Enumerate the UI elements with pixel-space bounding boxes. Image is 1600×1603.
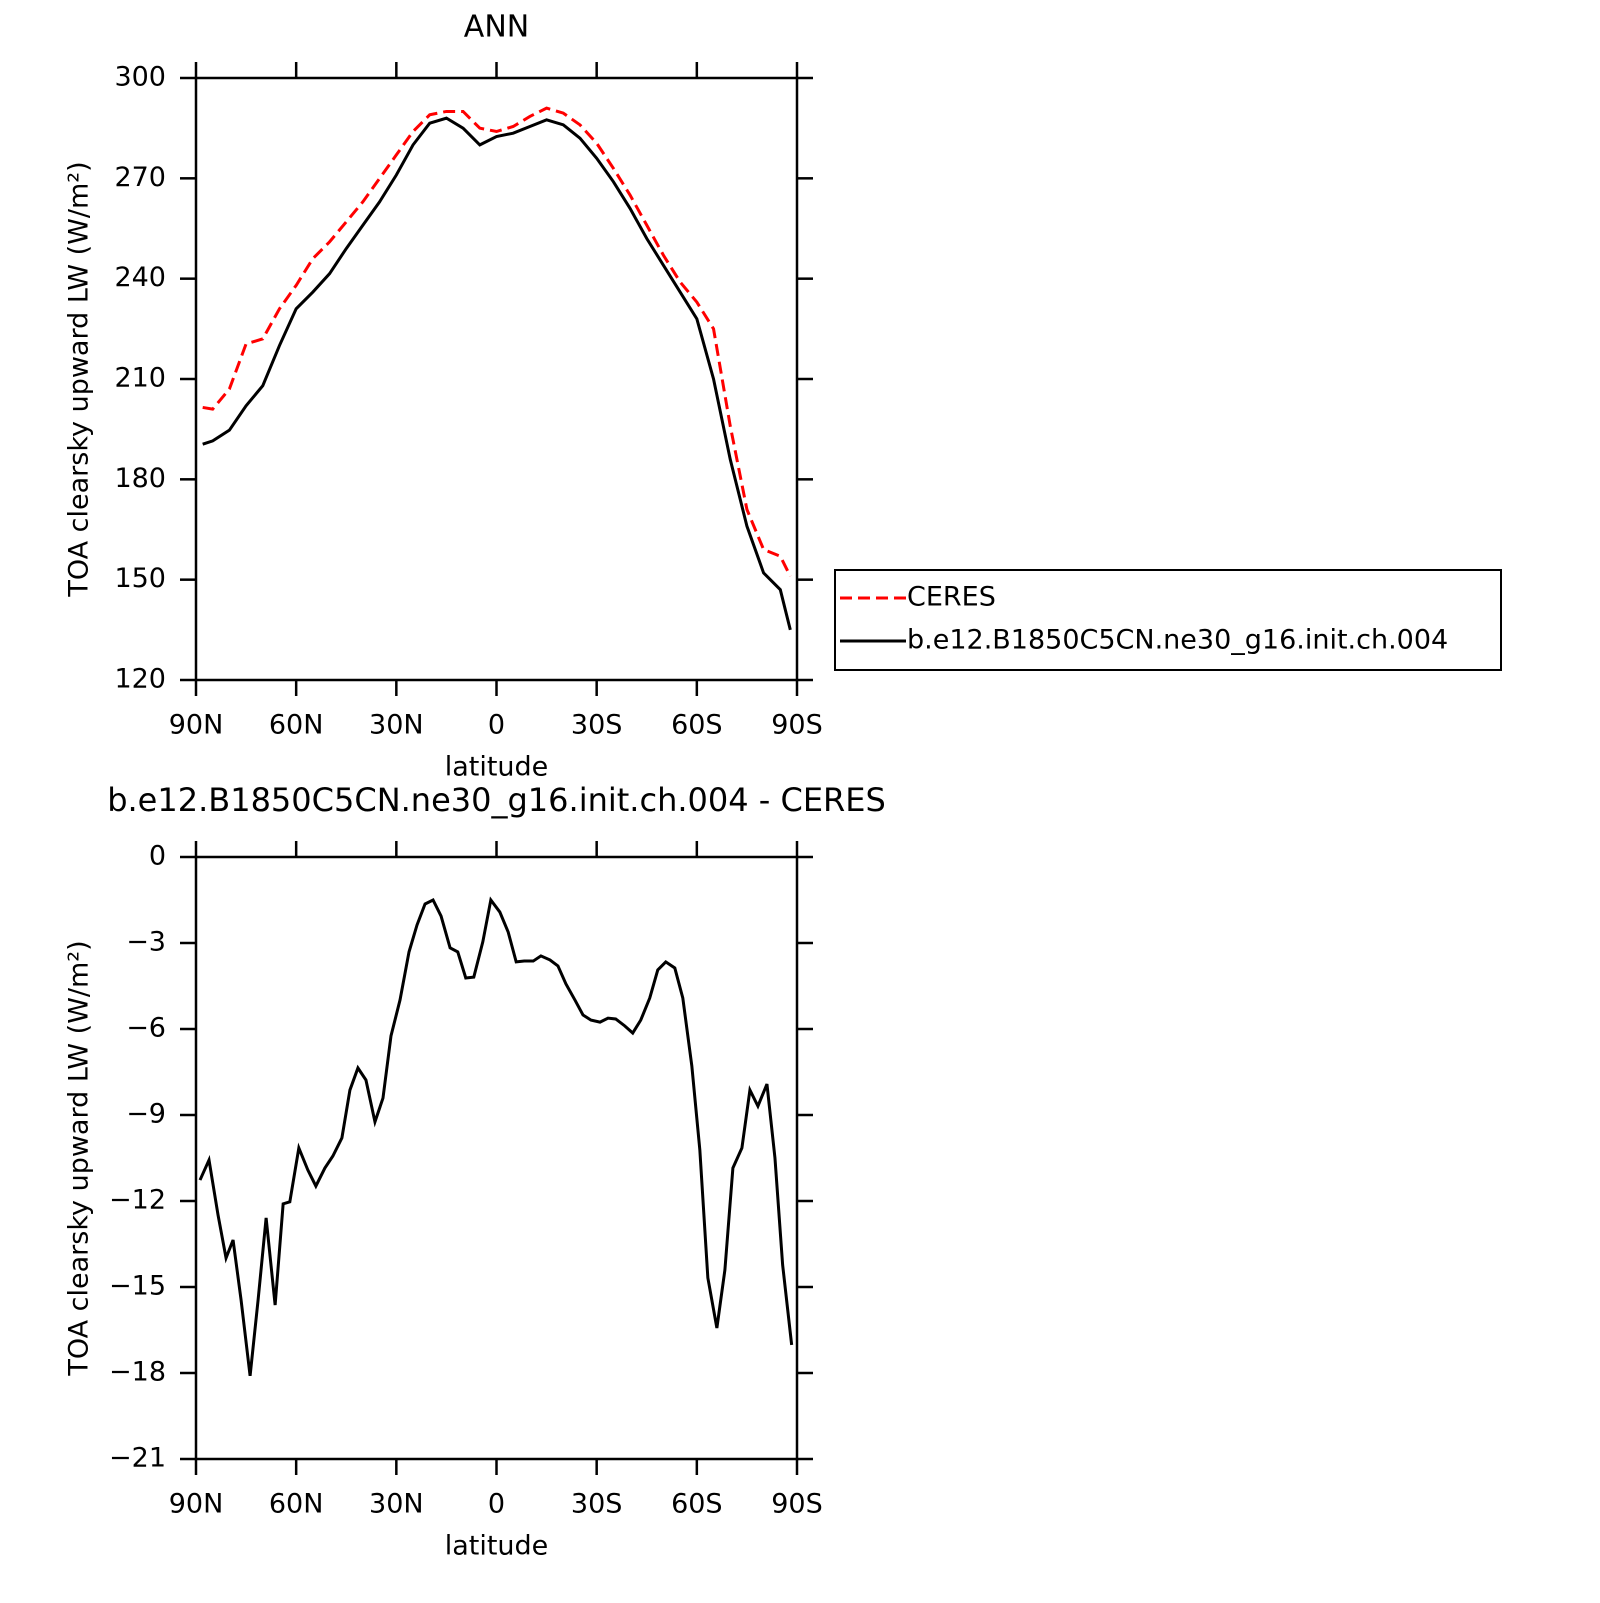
data-line <box>198 896 794 1377</box>
y-tick-label: 240 <box>114 262 166 293</box>
x-tick-label: 90N <box>169 1489 224 1520</box>
y-tick-label: 300 <box>114 62 166 93</box>
y-tick-label: −3 <box>126 927 166 958</box>
y-tick-label: 180 <box>114 463 166 494</box>
y-tick-label: 150 <box>114 563 166 594</box>
x-tick-label: 60N <box>269 710 324 741</box>
y-axis-label: TOA clearsky upward LW (W/m²) <box>64 161 95 597</box>
y-axis-label: TOA clearsky upward LW (W/m²) <box>64 940 95 1376</box>
y-tick-label: −18 <box>109 1357 166 1388</box>
plot-frame <box>194 855 799 1461</box>
legend-box <box>834 569 1502 671</box>
y-tick-label: −9 <box>126 1099 166 1130</box>
x-tick-label: 0 <box>488 1489 505 1520</box>
legend-label: CERES <box>907 582 996 613</box>
y-tick-label: −15 <box>109 1271 166 1302</box>
data-line <box>202 116 792 631</box>
x-tick-label: 60S <box>671 710 723 741</box>
y-tick-label: 120 <box>114 664 166 695</box>
x-tick-label: 30N <box>369 710 424 741</box>
chart-title: b.e12.B1850C5CN.ne30_g16.init.ch.004 - C… <box>107 781 886 819</box>
x-tick-label: 90N <box>169 710 224 741</box>
plot-frame <box>194 76 799 682</box>
y-tick-label: −6 <box>126 1013 166 1044</box>
x-tick-label: 90S <box>771 1489 823 1520</box>
y-tick-label: −21 <box>109 1443 166 1474</box>
legend-label: b.e12.B1850C5CN.ne30_g16.init.ch.004 <box>907 625 1448 656</box>
y-tick-label: 270 <box>114 162 166 193</box>
chart-title: ANN <box>464 10 529 45</box>
x-tick-label: 90S <box>771 710 823 741</box>
x-tick-label: 0 <box>488 710 505 741</box>
x-tick-label: 30S <box>571 710 623 741</box>
x-tick-label: 30S <box>571 1489 623 1520</box>
y-tick-label: 0 <box>149 841 166 872</box>
x-tick-label: 60N <box>269 1489 324 1520</box>
y-tick-label: −12 <box>109 1185 166 1216</box>
x-axis-label: latitude <box>445 752 549 783</box>
data-line <box>202 106 792 577</box>
x-axis-label: latitude <box>445 1531 549 1562</box>
y-tick-label: 210 <box>114 363 166 394</box>
x-tick-label: 60S <box>671 1489 723 1520</box>
x-tick-label: 30N <box>369 1489 424 1520</box>
